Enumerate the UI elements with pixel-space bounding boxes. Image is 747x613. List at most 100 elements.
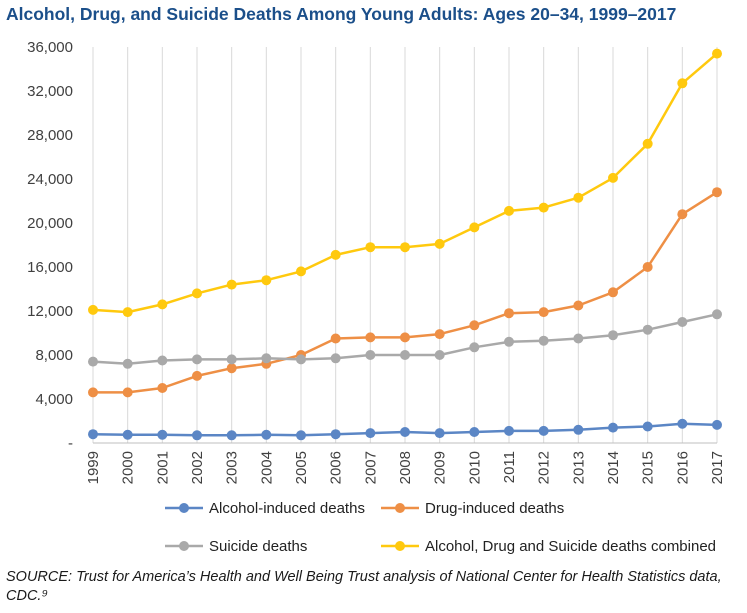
data-point bbox=[296, 266, 306, 277]
data-point bbox=[330, 333, 341, 344]
data-point bbox=[192, 354, 202, 365]
data-point bbox=[538, 307, 549, 318]
data-point bbox=[296, 430, 306, 441]
data-point bbox=[608, 172, 618, 183]
y-tick-label: 12,000 bbox=[27, 303, 73, 320]
data-point bbox=[296, 354, 306, 365]
data-point bbox=[712, 48, 722, 59]
data-point bbox=[192, 430, 202, 441]
data-point bbox=[608, 422, 618, 433]
data-point bbox=[261, 429, 272, 440]
data-point bbox=[608, 330, 618, 341]
data-point bbox=[226, 430, 237, 441]
x-tick-label: 2013 bbox=[570, 451, 587, 484]
data-point bbox=[469, 427, 480, 437]
data-point bbox=[642, 324, 653, 335]
x-tick-label: 2008 bbox=[397, 451, 414, 484]
legend-label: Suicide deaths bbox=[209, 538, 307, 555]
data-point bbox=[677, 418, 688, 429]
x-axis: 1999 2000 2001 2002 2003 2004 2005 2006 2007 2008… bbox=[85, 442, 726, 484]
data-point bbox=[365, 350, 376, 360]
x-tick-label: 2017 bbox=[709, 451, 726, 484]
data-point bbox=[469, 222, 480, 233]
data-point bbox=[434, 350, 445, 360]
y-tick-label: 8,000 bbox=[35, 347, 73, 364]
data-point bbox=[226, 354, 237, 365]
legend-swatch-marker bbox=[395, 541, 405, 551]
data-point bbox=[157, 383, 168, 393]
data-point bbox=[261, 353, 272, 364]
data-point bbox=[677, 78, 688, 89]
data-point bbox=[573, 424, 584, 435]
x-tick-label: 2006 bbox=[328, 451, 345, 484]
x-tick-label: 2012 bbox=[536, 451, 553, 484]
data-point bbox=[122, 387, 133, 398]
data-point bbox=[712, 187, 722, 198]
x-tick-label: 2002 bbox=[189, 451, 206, 484]
data-point bbox=[400, 242, 410, 253]
data-point bbox=[504, 336, 514, 347]
data-point bbox=[88, 356, 98, 367]
data-point bbox=[434, 428, 445, 439]
data-point bbox=[504, 425, 514, 436]
data-point bbox=[365, 428, 376, 439]
x-tick-label: 1999 bbox=[85, 451, 102, 484]
data-point bbox=[122, 429, 133, 440]
y-tick-label: 4,000 bbox=[35, 391, 73, 408]
y-tick-label: 36,000 bbox=[27, 39, 73, 56]
y-tick-label: 32,000 bbox=[27, 83, 73, 100]
y-tick-label: 28,000 bbox=[27, 127, 73, 144]
data-point bbox=[330, 249, 341, 260]
x-tick-label: 2011 bbox=[501, 451, 518, 483]
data-point bbox=[504, 308, 514, 319]
data-point bbox=[434, 238, 445, 249]
data-point bbox=[642, 421, 653, 432]
x-tick-label: 2015 bbox=[640, 451, 657, 484]
data-point bbox=[400, 350, 410, 360]
legend-label: Alcohol, Drug and Suicide deaths combine… bbox=[425, 538, 716, 555]
data-point bbox=[226, 363, 237, 374]
y-tick-label: 16,000 bbox=[27, 259, 73, 276]
x-tick-label: 2004 bbox=[258, 451, 275, 484]
data-point bbox=[677, 317, 688, 327]
data-point bbox=[573, 192, 584, 203]
data-point bbox=[642, 138, 653, 149]
source-note: SOURCE: Trust for America’s Health and W… bbox=[6, 569, 722, 604]
x-tick-label: 2016 bbox=[674, 451, 691, 484]
legend-swatch-marker bbox=[179, 541, 189, 551]
data-point bbox=[122, 358, 133, 369]
data-point bbox=[192, 288, 202, 299]
data-point bbox=[261, 275, 272, 286]
x-tick-label: 2000 bbox=[120, 451, 137, 484]
data-point bbox=[538, 202, 549, 213]
x-tick-label: 2009 bbox=[432, 451, 449, 484]
y-axis: - 4,000 8,000 12,000 16,000 20,000 24,000 28,00… bbox=[27, 39, 73, 452]
data-point bbox=[712, 419, 722, 430]
data-point bbox=[122, 307, 133, 318]
data-point bbox=[504, 205, 514, 216]
data-point bbox=[157, 355, 168, 366]
chart-title: Alcohol, Drug, and Suicide Deaths Among … bbox=[6, 4, 677, 24]
data-point bbox=[88, 304, 98, 315]
data-point bbox=[538, 335, 549, 346]
data-point bbox=[330, 429, 341, 440]
data-point bbox=[330, 353, 341, 364]
x-tick-label: 2005 bbox=[293, 451, 310, 484]
data-point bbox=[226, 279, 237, 290]
data-point bbox=[469, 320, 480, 331]
data-point bbox=[608, 287, 618, 298]
data-point bbox=[157, 299, 168, 310]
x-tick-label: 2007 bbox=[362, 451, 379, 484]
x-tick-label: 2010 bbox=[466, 451, 483, 484]
data-point bbox=[192, 370, 202, 381]
y-tick-label: 20,000 bbox=[27, 215, 73, 232]
data-point bbox=[573, 333, 584, 344]
data-point bbox=[400, 427, 410, 437]
x-tick-label: 2003 bbox=[224, 451, 241, 484]
legend: Alcohol-induced deaths Drug-induced death… bbox=[165, 500, 716, 555]
data-point bbox=[365, 332, 376, 343]
data-point bbox=[400, 332, 410, 343]
data-point bbox=[434, 329, 445, 340]
legend-swatch-marker bbox=[395, 503, 405, 513]
